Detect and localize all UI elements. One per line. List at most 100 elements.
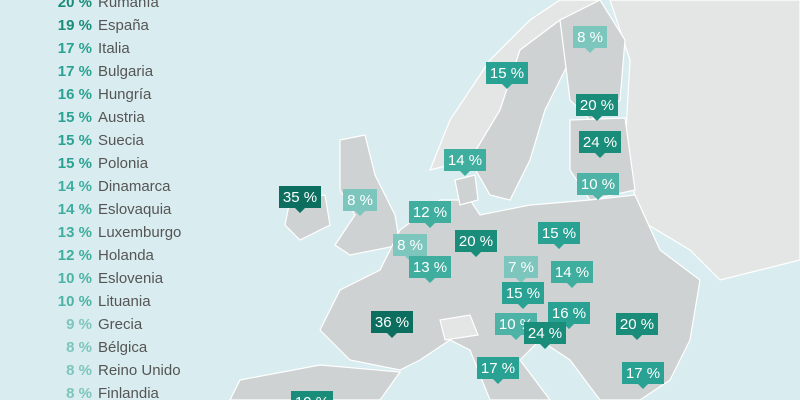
label-box xyxy=(577,173,619,200)
ranking-country: Eslovaquia xyxy=(98,201,172,218)
ranking-row: 8 % Reino Unido xyxy=(66,362,180,379)
ranking-row: 13 % Luxemburgo xyxy=(58,224,182,241)
switzerland xyxy=(439,314,479,341)
label-text: 20 % xyxy=(580,97,614,114)
ranking-country: Polonia xyxy=(98,155,149,172)
map-label: 19 % xyxy=(291,391,333,400)
ranking-country: Hungría xyxy=(98,86,152,103)
label-text: 8 % xyxy=(577,29,603,46)
ranking-percent: 20 % xyxy=(58,0,92,11)
label-text: 19 % xyxy=(295,394,329,400)
ranking-row: 15 % Austria xyxy=(58,109,146,126)
map-label: 17 % xyxy=(477,357,519,384)
label-text: 20 % xyxy=(459,233,493,250)
ranking-list: 20 % Rumanía 19 % España 17 % Italia 17 % Bulga… xyxy=(58,0,182,400)
ranking-row: 16 % Hungría xyxy=(58,86,152,103)
ranking-row: 14 % Dinamarca xyxy=(58,178,171,195)
label-box xyxy=(477,357,519,384)
ranking-percent: 8 % xyxy=(66,339,92,356)
ranking-country: Dinamarca xyxy=(98,178,171,195)
map-label: 14 % xyxy=(444,149,486,176)
map-label: 20 % xyxy=(455,230,497,257)
label-box xyxy=(502,282,544,309)
label-text: 14 % xyxy=(448,152,482,169)
label-box xyxy=(538,222,580,249)
ranking-country: Suecia xyxy=(98,132,145,149)
label-box xyxy=(622,362,664,389)
ranking-percent: 19 % xyxy=(58,17,92,34)
map-label: 24 % xyxy=(579,131,621,158)
ranking-percent: 17 % xyxy=(58,40,92,57)
label-box xyxy=(444,149,486,176)
ranking-percent: 12 % xyxy=(58,247,92,264)
ranking-row: 15 % Suecia xyxy=(58,132,145,149)
ranking-percent: 8 % xyxy=(66,385,92,400)
map-label: 20 % xyxy=(576,94,618,121)
map-label: 15 % xyxy=(486,62,528,89)
label-text: 17 % xyxy=(481,360,515,377)
map-label: 8 % xyxy=(393,234,427,261)
label-text: 24 % xyxy=(528,325,562,342)
map-label: 35 % xyxy=(279,186,321,213)
ranking-row: 8 % Bélgica xyxy=(66,339,148,356)
map-label: 17 % xyxy=(622,362,664,389)
label-text: 16 % xyxy=(552,305,586,322)
ranking-country: Eslovenia xyxy=(98,270,164,287)
ranking-percent: 9 % xyxy=(66,316,92,333)
ranking-percent: 15 % xyxy=(58,132,92,149)
label-text: 8 % xyxy=(397,237,423,254)
label-text: 13 % xyxy=(413,259,447,276)
ranking-row: 19 % España xyxy=(58,17,150,34)
ranking-row: 15 % Polonia xyxy=(58,155,149,172)
label-text: 15 % xyxy=(506,285,540,302)
label-box xyxy=(455,230,497,257)
map-labels: 8 % 15 % 20 % 24 % 14 % 10 % 35 % 8 % 12 % 20 % 15… xyxy=(279,26,664,400)
ranking-row: 12 % Holanda xyxy=(58,247,155,264)
label-text: 24 % xyxy=(583,134,617,151)
label-text: 7 % xyxy=(508,259,534,276)
map-label: 7 % xyxy=(504,256,538,283)
ranking-country: Bulgaria xyxy=(98,63,154,80)
ranking-percent: 14 % xyxy=(58,201,92,218)
ranking-country: Luxemburgo xyxy=(98,224,181,241)
label-box xyxy=(343,189,377,216)
label-box xyxy=(576,94,618,121)
ranking-percent: 10 % xyxy=(58,293,92,310)
ranking-country: España xyxy=(98,17,150,34)
label-text: 15 % xyxy=(490,65,524,82)
map-label: 10 % xyxy=(577,173,619,200)
ranking-percent: 16 % xyxy=(58,86,92,103)
ranking-row: 17 % Bulgaria xyxy=(58,63,154,80)
ranking-country: Lituania xyxy=(98,293,151,310)
label-box xyxy=(393,234,427,261)
map-label: 12 % xyxy=(409,201,451,228)
denmark xyxy=(454,174,479,206)
label-text: 14 % xyxy=(555,264,589,281)
label-box xyxy=(279,186,321,213)
ranking-country: Bélgica xyxy=(98,339,148,356)
label-box xyxy=(409,201,451,228)
label-box xyxy=(573,26,607,53)
label-text: 17 % xyxy=(626,365,660,382)
ranking-row: 17 % Italia xyxy=(58,40,131,57)
ranking-row: 9 % Grecia xyxy=(66,316,143,333)
ranking-percent: 15 % xyxy=(58,155,92,172)
ranking-percent: 13 % xyxy=(58,224,92,241)
map-label: 13 % xyxy=(409,256,451,283)
ranking-country: Finlandia xyxy=(98,385,160,400)
label-text: 10 % xyxy=(581,176,615,193)
label-box xyxy=(371,311,413,338)
label-text: 8 % xyxy=(347,192,373,209)
ranking-percent: 14 % xyxy=(58,178,92,195)
label-box xyxy=(409,256,451,283)
label-box xyxy=(579,131,621,158)
map-label: 15 % xyxy=(538,222,580,249)
label-box xyxy=(524,322,566,349)
label-box xyxy=(616,313,658,340)
ranking-country: Rumanía xyxy=(98,0,160,11)
label-box xyxy=(504,256,538,283)
iberia xyxy=(229,364,402,400)
label-text: 36 % xyxy=(375,314,409,331)
map-label: 36 % xyxy=(371,311,413,338)
